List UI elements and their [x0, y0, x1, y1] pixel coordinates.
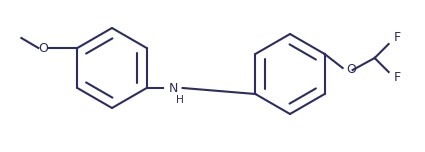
Text: F: F [394, 31, 401, 45]
Text: O: O [38, 41, 48, 55]
Text: N: N [169, 81, 178, 95]
Text: O: O [347, 64, 357, 76]
Text: H: H [176, 95, 184, 105]
Text: F: F [394, 71, 401, 85]
